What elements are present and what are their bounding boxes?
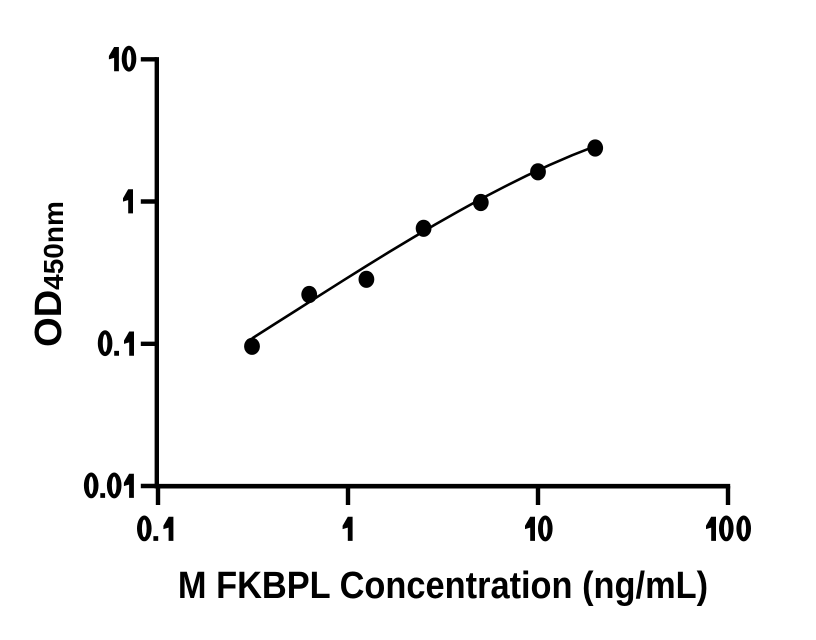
svg-text:M FKBPL Concentration (ng/mL): M FKBPL Concentration (ng/mL) [178,563,708,606]
